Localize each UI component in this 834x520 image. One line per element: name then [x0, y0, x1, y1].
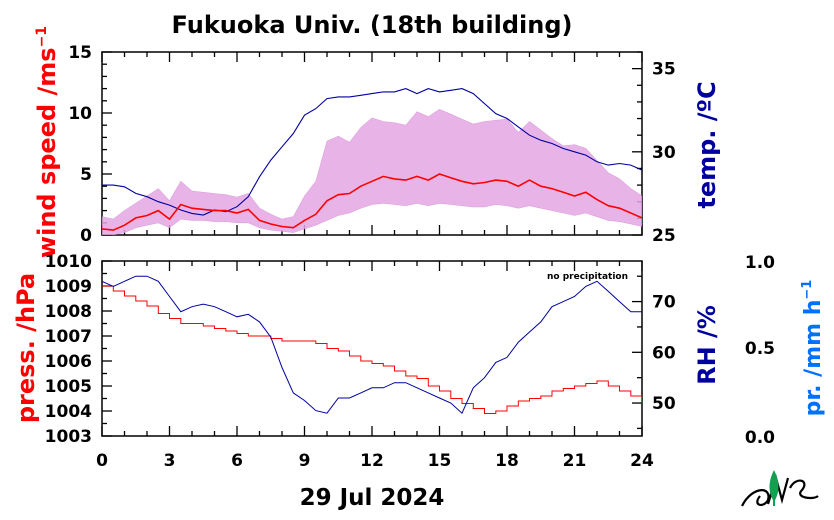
bottom-panel-frame [101, 260, 643, 437]
pressure-tick-label: 1009 [45, 277, 92, 297]
tick-labels: 0 3 6 9 12 15 18 21 24 0 5 10 15 25 30 35 1003 1004 1005 10… [45, 43, 775, 471]
pressure-tick-label: 1005 [45, 377, 92, 397]
temp-axis-title: temp. /ºC [693, 81, 721, 208]
pressure-tick-label: 1003 [45, 427, 92, 447]
temp-tick-label: 35 [652, 60, 676, 80]
x-tick-label: 9 [299, 451, 311, 471]
pressure-line [102, 285, 642, 414]
pressure-tick-label: 1007 [45, 327, 92, 347]
wind-axis-title: wind speed /ms−1 [33, 26, 61, 258]
precip-annotation: no precipitation [547, 272, 628, 282]
precip-tick-label: 0.0 [745, 428, 775, 448]
humidity-line [102, 275, 642, 415]
x-tick-label: 15 [428, 451, 452, 471]
pressure-tick-label: 1006 [45, 352, 92, 372]
temp-tick-label: 25 [652, 226, 676, 246]
x-tick-label: 0 [96, 451, 108, 471]
rh-axis-title: RH /% [693, 305, 721, 385]
x-tick-label: 6 [231, 451, 243, 471]
x-tick-label: 21 [563, 451, 587, 471]
x-tick-label: 12 [360, 451, 384, 471]
chart-title: Fukuoka Univ. (18th building) [172, 11, 573, 39]
wind-tick-label: 15 [68, 43, 92, 63]
rh-tick-label: 60 [652, 343, 676, 363]
pressure-tick-label: 1004 [45, 402, 92, 422]
x-axis-date-label: 29 Jul 2024 [300, 485, 445, 511]
temp-tick-label: 30 [652, 143, 676, 163]
pressure-axis-title: press. /hPa [12, 273, 40, 423]
wind-tick-label: 10 [68, 104, 92, 124]
x-tick-label: 24 [630, 451, 654, 471]
wind-tick-label: 0 [80, 226, 92, 246]
rh-tick-label: 70 [652, 293, 676, 313]
institute-logo [741, 470, 819, 507]
precip-tick-label: 1.0 [745, 253, 775, 273]
wind-speed-line [102, 173, 642, 231]
precip-axis-title: pr. /mm h−1 [800, 280, 826, 417]
x-tick-label: 3 [164, 451, 176, 471]
wind-gust-band [102, 108, 642, 235]
pressure-tick-label: 1008 [45, 302, 92, 322]
precip-tick-label: 0.5 [745, 339, 775, 359]
pressure-tick-label: 1010 [45, 252, 92, 272]
axis-ticks [101, 51, 643, 437]
wind-tick-label: 5 [80, 165, 92, 185]
rh-tick-label: 50 [652, 394, 676, 414]
temperature-line [102, 88, 642, 216]
x-tick-label: 18 [495, 451, 519, 471]
